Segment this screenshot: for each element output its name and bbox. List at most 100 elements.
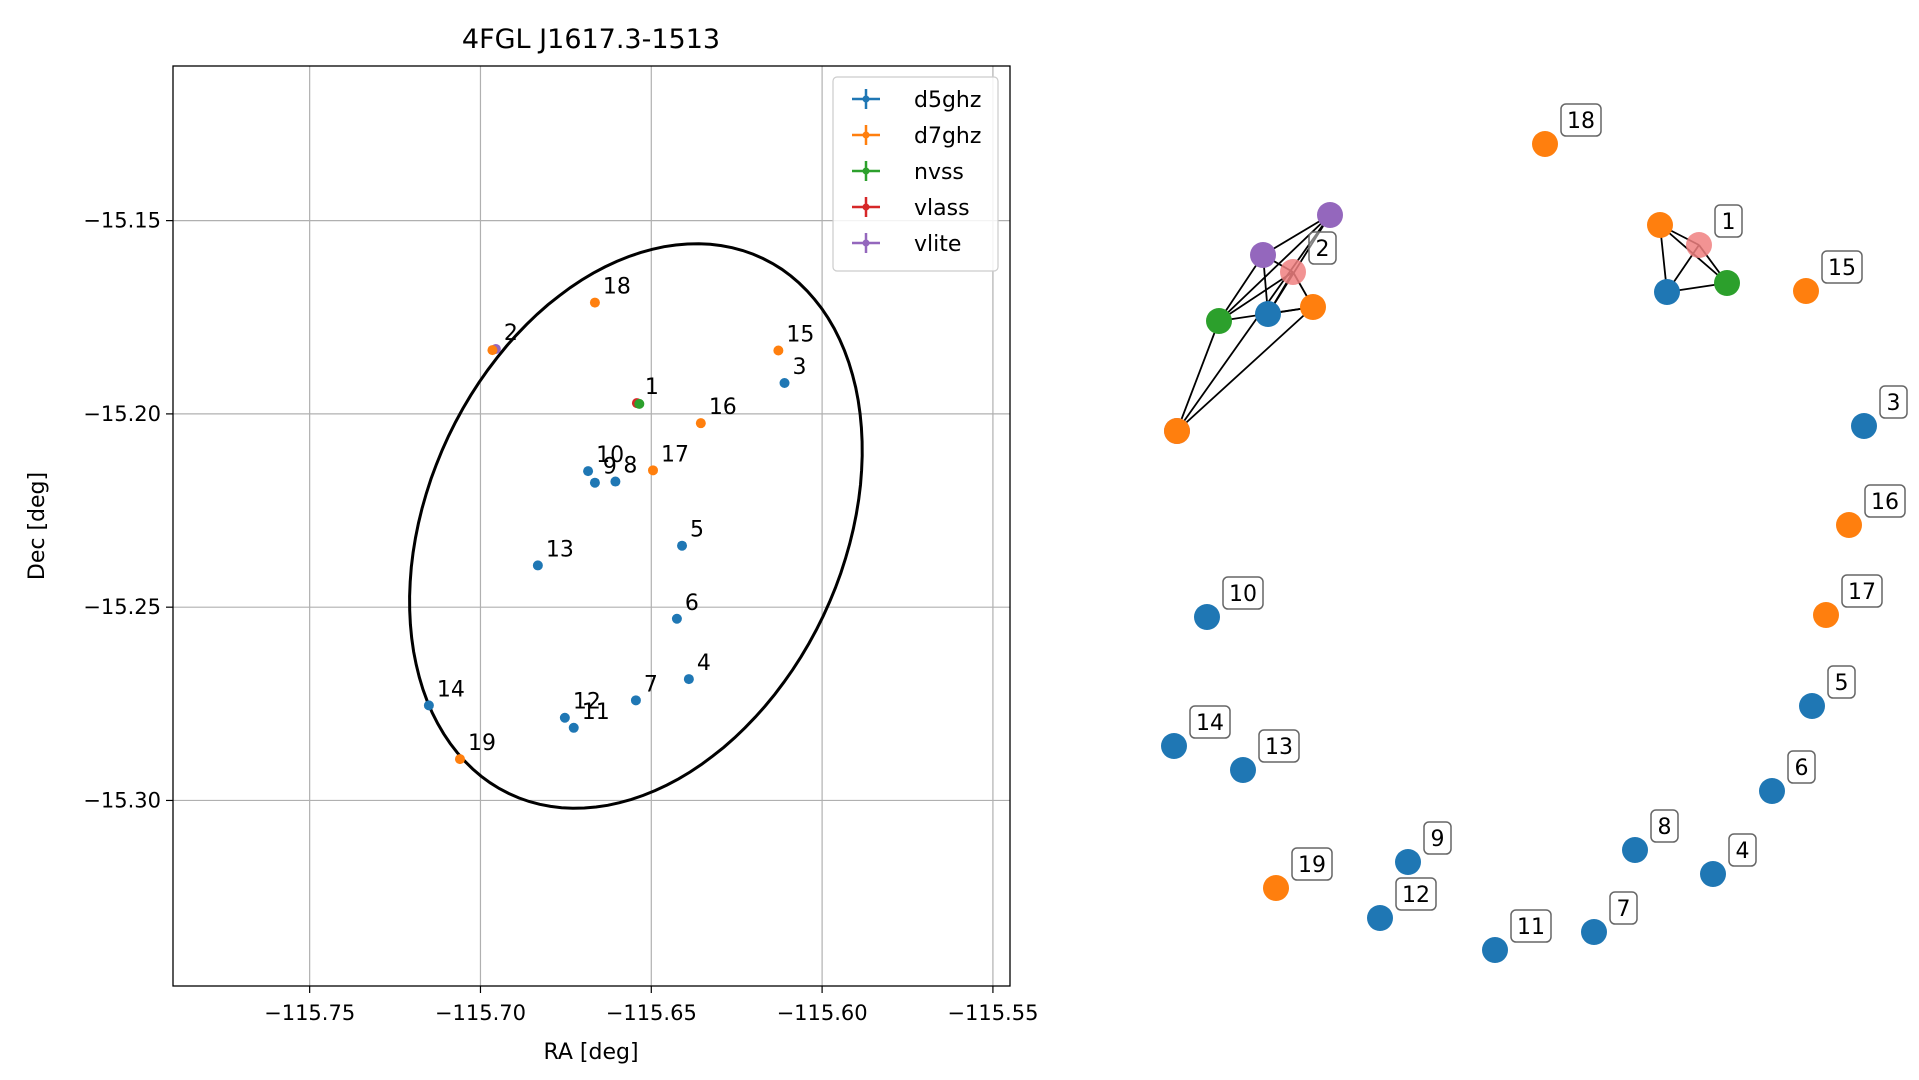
localization-ellipse — [408, 242, 864, 810]
localization-ellipse-layer — [408, 242, 864, 810]
node-label: 1 — [1722, 210, 1736, 235]
node-label-box — [1714, 204, 1743, 238]
data-point-d5ghz — [671, 613, 682, 624]
node-label: 12 — [1402, 883, 1430, 908]
legend-label-d5ghz: d5ghz — [914, 88, 981, 113]
network-node-d5ghz — [1395, 849, 1421, 875]
node-label-box — [1510, 909, 1552, 943]
point-label: 19 — [468, 731, 496, 756]
x-tick-label: −115.70 — [435, 1001, 526, 1025]
data-point-d5ghz — [589, 477, 600, 488]
point-label: 14 — [437, 677, 465, 702]
point-label: 12 — [573, 690, 601, 715]
node-label: 18 — [1567, 109, 1595, 134]
y-tick-label: −15.20 — [83, 402, 161, 426]
node-label-box — [1879, 385, 1908, 419]
node-label: 7 — [1617, 897, 1631, 922]
node-label: 5 — [1835, 671, 1849, 696]
x-tick-label: −115.65 — [606, 1001, 697, 1025]
network-node-d5ghz — [1194, 604, 1220, 630]
network-node-d5ghz — [1654, 279, 1680, 305]
legend-label-nvss: nvss — [914, 160, 964, 185]
node-label-box — [1222, 576, 1264, 610]
node-label: 15 — [1828, 256, 1856, 281]
legend: d5ghz d7ghz nvss vlass vlite — [832, 76, 999, 272]
point-label: 6 — [685, 591, 699, 616]
point-label: 11 — [582, 700, 610, 725]
node-label: 11 — [1517, 915, 1545, 940]
network-edge — [1176, 320, 1220, 432]
network-node-d5ghz — [1700, 861, 1726, 887]
node-label-box — [1650, 809, 1679, 843]
point-label: 18 — [603, 275, 631, 300]
point-label: 17 — [661, 442, 689, 467]
legend-label-d7ghz: d7ghz — [914, 124, 981, 149]
scatter-panel: 4FGL J1617.3-1513 1234567891011121314151… — [25, 24, 1038, 1065]
point-label: 9 — [603, 455, 617, 480]
data-point-d5ghz — [568, 722, 579, 733]
point-label: 3 — [793, 355, 807, 380]
node-label: 4 — [1736, 839, 1750, 864]
legend-marker-d5ghz — [862, 95, 870, 103]
data-point-d5ghz — [683, 674, 694, 685]
node-label: 3 — [1887, 391, 1901, 416]
node-label-box — [1258, 729, 1300, 763]
node-label: 6 — [1795, 756, 1809, 781]
network-edge — [1176, 214, 1331, 432]
point-label: 16 — [709, 395, 737, 420]
data-point-nvss — [634, 398, 645, 409]
node-label: 17 — [1848, 580, 1876, 605]
network-node-d7ghz — [1164, 418, 1190, 444]
point-label: 2 — [504, 321, 518, 346]
point-label: 15 — [786, 323, 814, 348]
x-tick-label: −115.60 — [777, 1001, 868, 1025]
network-node-vlite — [1280, 259, 1306, 285]
x-tick-label: −115.75 — [264, 1001, 355, 1025]
legend-label-vlite: vlite — [914, 232, 961, 257]
network-node-vlite — [1250, 242, 1276, 268]
node-label-box — [1841, 574, 1883, 608]
data-point-d5ghz — [630, 695, 641, 706]
y-tick-label: −15.30 — [83, 788, 161, 812]
network-node-d5ghz — [1367, 905, 1393, 931]
legend-marker-d7ghz — [862, 131, 870, 139]
network-node-d5ghz — [1581, 919, 1607, 945]
node-label: 14 — [1196, 711, 1224, 736]
network-node-d7ghz — [1263, 875, 1289, 901]
y-tick-label: −15.15 — [83, 209, 161, 233]
point-label: 4 — [697, 651, 711, 676]
data-point-d7ghz — [454, 754, 465, 765]
node-label: 8 — [1658, 815, 1672, 840]
network-node-nvss — [1206, 308, 1232, 334]
network-edge — [1262, 214, 1331, 256]
network-node-d5ghz — [1161, 733, 1187, 759]
network-node-d7ghz — [1793, 278, 1819, 304]
chart-title: 4FGL J1617.3-1513 — [462, 24, 720, 55]
network-node-d7ghz — [1300, 294, 1326, 320]
data-point-d7ghz — [773, 345, 784, 356]
node-label-box — [1728, 833, 1757, 867]
data-point-d5ghz — [423, 700, 434, 711]
node-label-box — [1395, 877, 1437, 911]
x-axis-label: RA [deg] — [543, 1040, 638, 1065]
node-label: 13 — [1265, 735, 1293, 760]
network-node-d5ghz — [1255, 301, 1281, 327]
data-point-d5ghz — [532, 560, 543, 571]
node-label-box — [1787, 750, 1816, 784]
network-node-vlite — [1317, 202, 1343, 228]
node-label-box — [1821, 250, 1863, 284]
network-node-d7ghz — [1532, 131, 1558, 157]
data-point-d5ghz — [559, 712, 570, 723]
data-point-d7ghz — [589, 297, 600, 308]
network-node-d7ghz — [1813, 602, 1839, 628]
node-label: 16 — [1871, 490, 1899, 515]
data-point-d7ghz — [647, 465, 658, 476]
data-point-d7ghz — [695, 418, 706, 429]
point-label: 8 — [623, 454, 637, 479]
network-edge — [1218, 271, 1294, 322]
legend-label-vlass: vlass — [914, 196, 970, 221]
